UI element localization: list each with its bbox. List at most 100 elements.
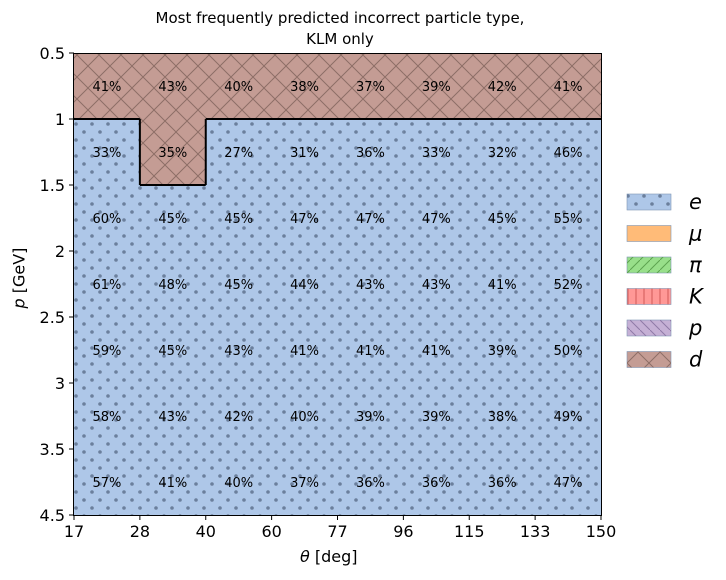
heatmap-cell-hatch: [205, 185, 273, 252]
heatmap-cell-hatch: [271, 251, 338, 318]
heatmap-cell-hatch: [139, 53, 207, 120]
cell-value-label: 33%: [422, 146, 451, 161]
cell-value-label: 40%: [224, 80, 253, 95]
cell-value-label: 35%: [158, 146, 187, 161]
heatmap-cell-hatch: [469, 185, 536, 252]
cell-value-label: 59%: [92, 344, 121, 359]
cell-value-label: 36%: [488, 476, 517, 491]
heatmap-cell-hatch: [469, 53, 536, 120]
cell-value-label: 37%: [290, 476, 319, 491]
heatmap-cell-hatch: [403, 383, 470, 450]
heatmap-cell-hatch: [469, 251, 536, 318]
heatmap-cell-hatch: [139, 119, 207, 186]
cell-value-label: 41%: [158, 476, 187, 491]
heatmap-cell-hatch: [271, 119, 338, 186]
y-tick-label: 3: [55, 374, 65, 393]
heatmap-cell-hatch: [205, 383, 273, 450]
cell-value-label: 40%: [224, 476, 253, 491]
cell-value-label: 32%: [488, 146, 517, 161]
cell-value-label: 43%: [158, 80, 187, 95]
x-tick-label: 28: [130, 522, 150, 541]
cell-value-label: 27%: [224, 146, 253, 161]
cell-value-label: 33%: [92, 146, 121, 161]
y-tick-label: 2: [55, 242, 65, 261]
cell-value-label: 39%: [422, 410, 451, 425]
cell-value-label: 57%: [92, 476, 121, 491]
y-tick-label: 1: [55, 110, 65, 129]
heatmap-cell-hatch: [139, 449, 207, 516]
cell-value-label: 39%: [488, 344, 517, 359]
cell-value-label: 41%: [554, 80, 583, 95]
x-tick-label: 96: [393, 522, 413, 541]
legend-swatch-hatch: [627, 320, 671, 336]
cell-value-label: 61%: [92, 278, 121, 293]
legend-label: e: [689, 190, 702, 214]
heatmap-cell-hatch: [205, 317, 273, 384]
cell-value-label: 60%: [92, 212, 121, 227]
heatmap-cell-hatch: [535, 317, 602, 384]
cell-value-label: 38%: [488, 410, 517, 425]
cell-value-label: 31%: [290, 146, 319, 161]
heatmap-cell-hatch: [535, 251, 602, 318]
cell-value-label: 52%: [554, 278, 583, 293]
cell-value-label: 45%: [488, 212, 517, 227]
heatmap-cell-hatch: [535, 53, 602, 120]
cell-value-label: 45%: [158, 212, 187, 227]
heatmap-cell-hatch: [469, 119, 536, 186]
cell-value-label: 41%: [92, 80, 121, 95]
cell-value-label: 45%: [224, 278, 253, 293]
x-axis-label: θ [deg]: [300, 547, 358, 566]
cell-value-label: 41%: [488, 278, 517, 293]
heatmap-cell-hatch: [271, 317, 338, 384]
chart-title-line-2: KLM only: [306, 30, 374, 48]
cell-value-label: 36%: [356, 146, 385, 161]
chart-title-line-1: Most frequently predicted incorrect part…: [155, 9, 525, 27]
class-boundary-line: [74, 118, 601, 186]
legend-label: K: [689, 285, 705, 309]
heatmap-cell-hatch: [535, 185, 602, 252]
legend-swatch-hatch: [627, 194, 671, 210]
heatmap-cell-hatch: [337, 53, 404, 120]
heatmap-cell-hatch: [403, 251, 470, 318]
heatmap-cell-hatch: [337, 119, 404, 186]
heatmap-cell-hatch: [469, 383, 536, 450]
heatmap-cell-hatch: [139, 185, 207, 252]
y-tick-label: 1.5: [40, 176, 65, 195]
heatmap-cell-hatch: [469, 317, 536, 384]
heatmap-cell-hatch: [139, 383, 207, 450]
legend-label: μ: [688, 222, 702, 246]
heatmap-cell-hatch: [337, 383, 404, 450]
heatmap-cell-hatch: [205, 449, 273, 516]
heatmap-cell-hatch: [403, 119, 470, 186]
legend-label: π: [689, 253, 702, 277]
cell-value-label: 43%: [422, 278, 451, 293]
cell-value-label: 37%: [356, 80, 385, 95]
x-tick-label: 115: [454, 522, 485, 541]
cell-value-label: 36%: [356, 476, 385, 491]
x-tick-label: 40: [196, 522, 216, 541]
cell-value-label: 47%: [422, 212, 451, 227]
cell-value-label: 43%: [356, 278, 385, 293]
legend-label: p: [688, 316, 702, 340]
cell-value-label: 43%: [224, 344, 253, 359]
heatmap-cell-hatch: [74, 185, 141, 252]
cell-value-label: 39%: [356, 410, 385, 425]
cell-value-label: 47%: [290, 212, 319, 227]
cell-value-label: 46%: [554, 146, 583, 161]
cell-value-label: 47%: [356, 212, 385, 227]
heatmap-cell-hatch: [74, 119, 141, 186]
x-tick-label: 77: [327, 522, 347, 541]
heatmap-cell-hatch: [205, 53, 273, 120]
legend-swatch-hatch: [627, 351, 671, 368]
cell-value-label: 44%: [290, 278, 319, 293]
heatmap-cell-hatch: [535, 383, 602, 450]
legend-swatch: [626, 225, 672, 242]
heatmap-cell-hatch: [74, 53, 141, 120]
y-tick-label: 4.5: [40, 506, 65, 525]
cell-value-label: 55%: [554, 212, 583, 227]
heatmap-cell-hatch: [403, 53, 470, 120]
heatmap-cell-hatch: [74, 383, 141, 450]
cell-value-label: 48%: [158, 278, 187, 293]
cell-value-label: 40%: [290, 410, 319, 425]
